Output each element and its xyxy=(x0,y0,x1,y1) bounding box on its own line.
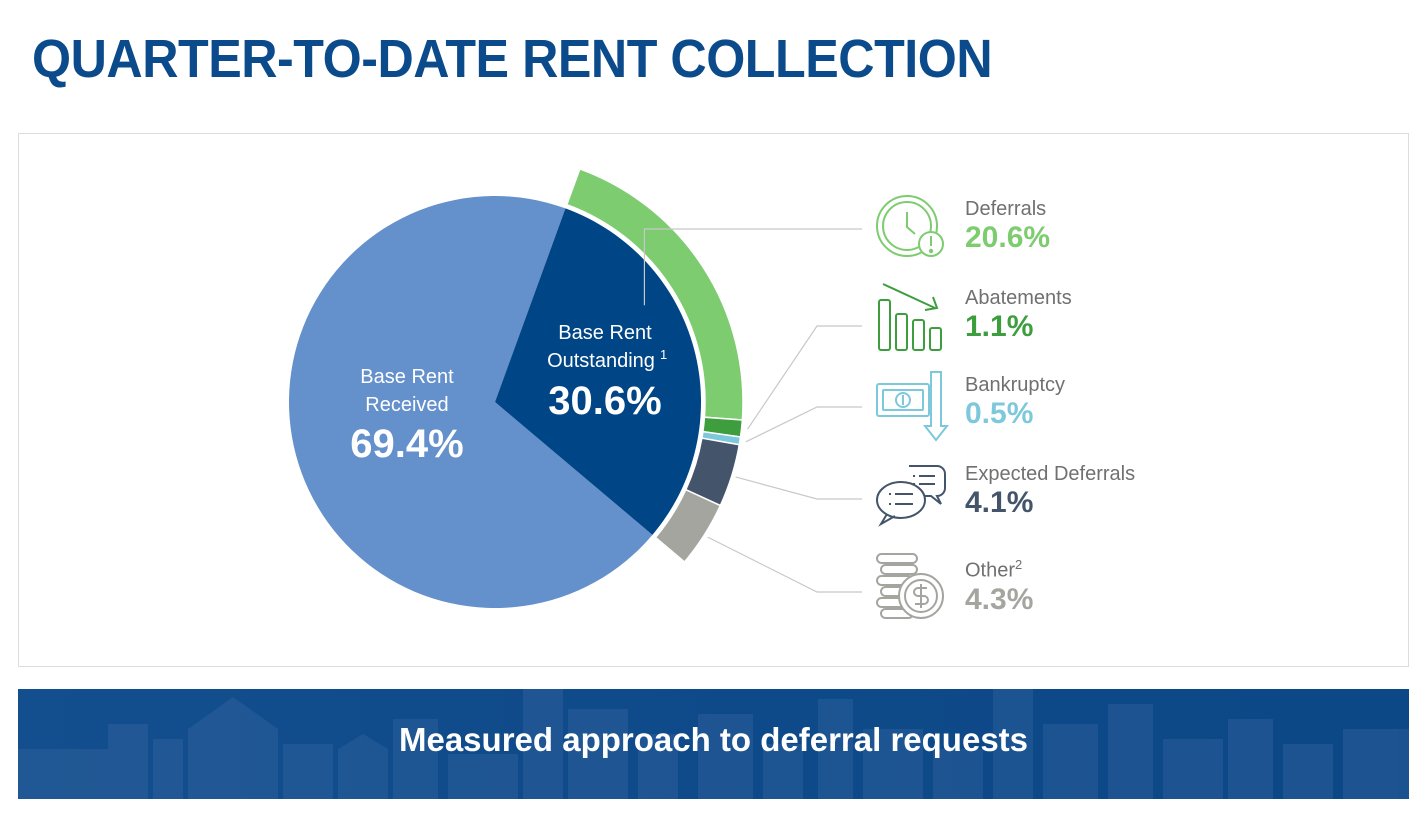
legend-item-bankruptcy: Bankruptcy 0.5% xyxy=(965,374,1065,432)
legend-label: Other2 xyxy=(965,554,1033,582)
clock-alert-icon xyxy=(876,195,944,257)
page-title: QUARTER-TO-DATE RENT COLLECTION xyxy=(32,29,993,89)
slice-value-outstanding: 30.6% xyxy=(548,379,661,423)
footnote-marker: 2 xyxy=(1015,557,1023,572)
leader-line xyxy=(707,536,862,593)
legend-value: 4.3% xyxy=(965,582,1034,616)
declining-bars-icon xyxy=(878,283,942,351)
rent-collection-chart: Base Rent Received 69.4% Base Rent Outstandi… xyxy=(288,167,862,609)
slice-base-rent-outstanding xyxy=(495,208,701,535)
legend-item-expected-deferrals: Expected Deferrals 4.1% xyxy=(965,463,1135,521)
legend-item-deferrals: Deferrals 20.6% xyxy=(965,198,1050,256)
slice-value-received: 69.4% xyxy=(350,422,463,466)
footer-banner: Measured approach to deferral requests xyxy=(18,689,1409,799)
slice-base-rent-received xyxy=(288,195,653,609)
legend-label: Expected Deferrals xyxy=(965,463,1136,485)
legend-label: Deferrals xyxy=(965,198,1047,220)
leader-line xyxy=(735,476,862,500)
legend-value: 4.1% xyxy=(965,486,1034,519)
ring-segment-other xyxy=(654,488,722,563)
slice-label-line2: Received xyxy=(365,394,448,416)
legend-label-text: Other xyxy=(965,559,1016,582)
slice-label-line1: Base Rent xyxy=(360,366,454,388)
footnote-marker: 1 xyxy=(660,347,667,362)
slice-label-line1: Base Rent xyxy=(558,322,652,344)
leader-line xyxy=(745,406,862,443)
chat-bubbles-icon xyxy=(876,465,946,527)
legend-value: 0.5% xyxy=(965,397,1034,430)
chart-panel: Base Rent Received 69.4% Base Rent Outstandi… xyxy=(18,133,1409,667)
legend-value: 1.1% xyxy=(965,310,1034,343)
banner-message: Measured approach to deferral requests xyxy=(398,721,1029,758)
legend-label: Bankruptcy xyxy=(965,374,1066,396)
coin-stack-icon xyxy=(876,553,944,619)
legend-item-abatements: Abatements 1.1% xyxy=(965,287,1072,345)
skyline-background xyxy=(18,689,1409,799)
legend-label: Abatements xyxy=(965,287,1072,309)
leader-line xyxy=(747,325,862,430)
legend-value: 20.6% xyxy=(965,221,1051,254)
legend-item-other: Other2 4.3% xyxy=(965,554,1033,618)
leader-line xyxy=(643,228,862,306)
slice-label-line2: Outstanding xyxy=(547,350,655,372)
cash-down-icon xyxy=(876,371,950,442)
